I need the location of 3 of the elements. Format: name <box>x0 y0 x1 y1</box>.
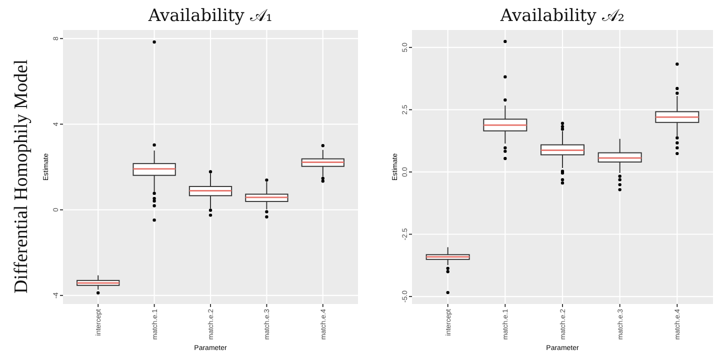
chart-title: Availability 𝒜₁ <box>147 6 273 26</box>
text: Differential Homophily Model <box>11 60 32 294</box>
chart-title: Availability 𝒜₂ <box>499 6 625 26</box>
